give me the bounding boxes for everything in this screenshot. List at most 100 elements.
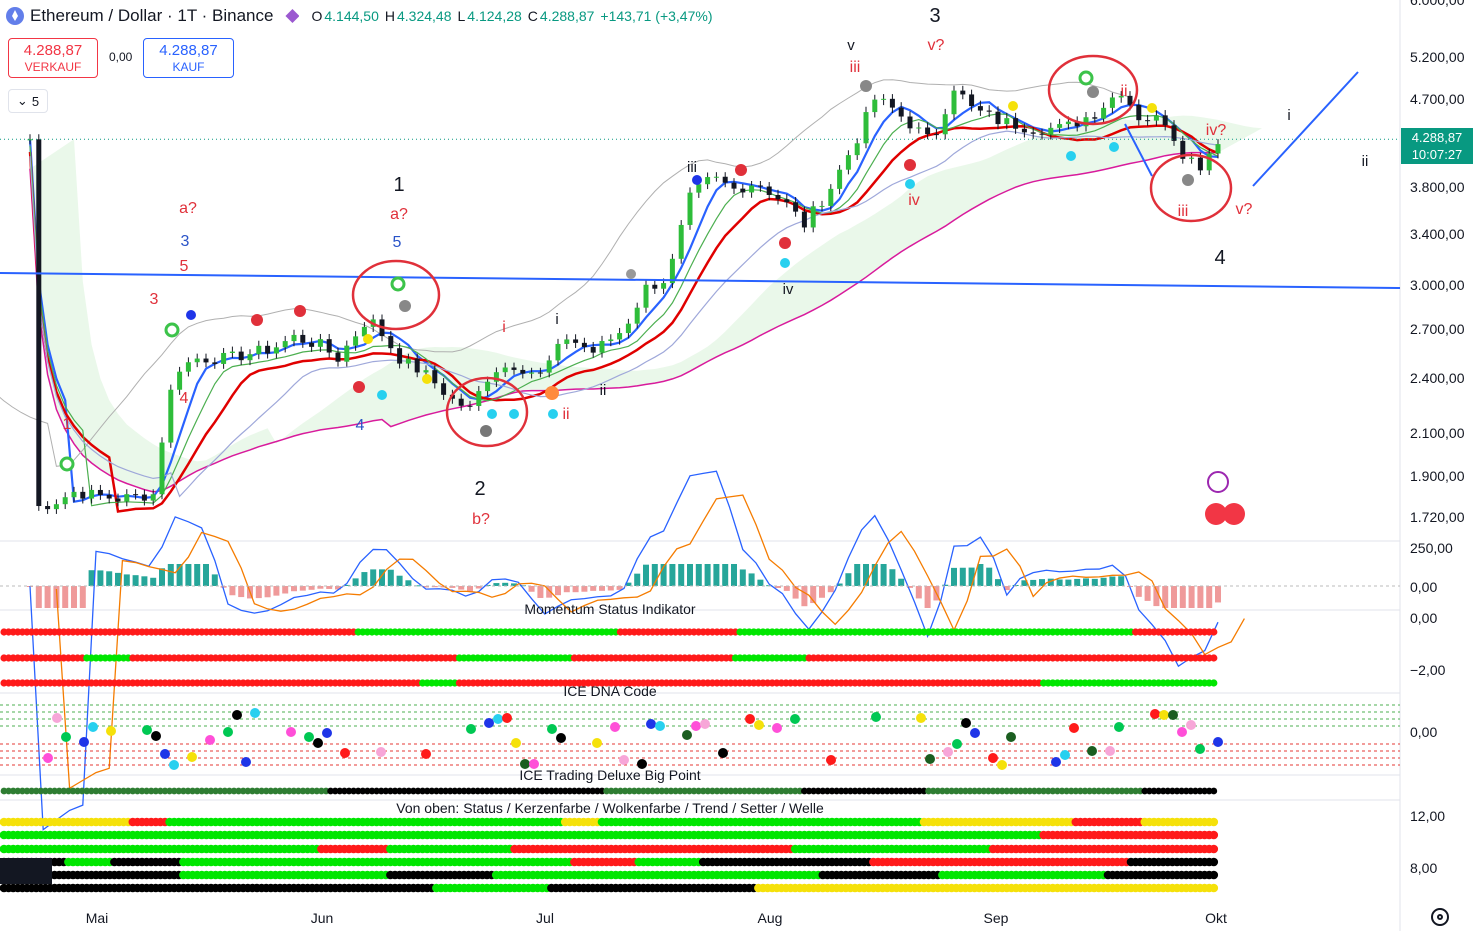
signal-dot [399,300,411,312]
candle-body [291,334,297,342]
candle-body [361,326,367,337]
ichimoku-cloud [30,115,1262,492]
macd-histogram-bar [431,586,438,588]
symbol-title[interactable]: Ethereum / Dollar · 1T · Binance [30,6,274,25]
macd-histogram-bar [326,586,333,589]
macd-histogram-bar [211,574,218,586]
macd-histogram-bar [1162,586,1169,608]
dna-dot [1105,746,1115,756]
bigpoint-axis-label: 12,00 [1410,808,1445,824]
price-axis-label: 4.700,00 [1410,91,1465,107]
candle-body [238,351,244,361]
candle-body [159,442,165,495]
us-flag-icon[interactable] [1205,503,1227,525]
macd-histogram-bar [203,564,209,586]
macd-histogram-bar [502,582,509,586]
macd-histogram-bar [616,586,623,590]
wave-label: iv? [1206,122,1227,139]
candle-body [150,494,156,501]
settings-gear-icon[interactable] [1431,908,1449,926]
dna-dot [592,738,602,748]
macd-histogram-bar [748,573,755,586]
us-flag-icon[interactable] [1223,503,1245,525]
macd-line [29,470,1219,831]
bigpoint-axis-label: 8,00 [1410,860,1437,876]
macd-histogram-bar [968,567,975,586]
indicator-collapse-button[interactable]: ⌄ 5 [8,89,48,113]
wave-label: 5 [180,258,189,275]
annotation-circle [1047,54,1139,126]
candle-body [458,398,464,406]
candle-body [546,360,552,373]
candle-body [828,188,834,206]
candle-body [168,389,174,443]
projection-line [1124,123,1153,177]
candle-body [405,358,411,364]
dna-dot [340,748,350,758]
candle-body [925,127,931,135]
candle-body [1180,140,1186,159]
candle-body [335,352,341,362]
indicator-dot-icon[interactable] [285,9,300,23]
low-value: 4.124,28 [467,8,522,24]
slow-ma-line [29,130,1219,498]
sell-button[interactable]: 4.288,87 VERKAUF [8,38,98,78]
wave-label: ii [1362,153,1369,170]
candle-body [97,489,103,495]
macd-histogram-bar [115,572,121,586]
candle-body [1109,97,1115,108]
candle-body [775,194,781,200]
dna-dot [745,714,755,724]
low-label: L [457,8,466,24]
macd-histogram-bar [335,586,341,590]
macd-histogram-bar [845,573,852,586]
macd-histogram-bar [722,564,729,586]
signal-dot [422,374,432,384]
candle-body [62,497,68,505]
dna-dot [826,755,836,765]
candle-body [423,370,429,373]
status-dot [1209,817,1219,827]
wave-label: 4 [1214,247,1225,269]
macd-histogram-bar [1091,578,1098,586]
wave-label: 5 [393,234,402,251]
macd-histogram-bar [546,586,553,598]
dna-dot [169,760,179,770]
price-axis-label: 3.800,00 [1410,179,1465,195]
macd-histogram-bar [475,586,482,589]
lightning-icon[interactable] [1207,471,1229,493]
candle-body [441,383,447,395]
macd-histogram-bar [563,586,570,593]
time-axis-label: Sep [984,910,1009,926]
momentum-axis-label: 0,00 [1410,610,1437,626]
chevron-down-icon: ⌄ [16,93,28,108]
candle-body [133,494,139,496]
macd-histogram-bar [141,576,148,586]
candle-body [71,491,77,498]
candle-body [177,371,183,390]
signal-dot [1066,151,1076,161]
chikou-line [0,79,1131,467]
candle-body [1136,104,1142,121]
candle-body [141,494,147,501]
macd-histogram-bar [1065,579,1072,586]
candle-body [696,184,702,193]
wave-label: i [502,319,506,336]
macd-histogram-bar [1012,584,1019,586]
macd-histogram-bar [572,586,579,593]
candle-body [388,336,394,349]
bar-countdown: 10:07:27 [1411,147,1463,162]
candle-body [960,90,966,95]
dna-dot [151,731,161,741]
status-dot [1210,787,1218,795]
candle-body [476,391,482,406]
wave-label: ii [1120,83,1127,100]
macd-histogram-bar [467,586,473,592]
macd-histogram-bar [590,586,597,591]
macd-histogram-bar [898,578,905,586]
dna-dot [1114,722,1124,732]
macd-histogram-bar [581,586,588,592]
buy-button[interactable]: 4.288,87 KAUF [143,38,234,78]
macd-histogram-bar [695,564,702,586]
